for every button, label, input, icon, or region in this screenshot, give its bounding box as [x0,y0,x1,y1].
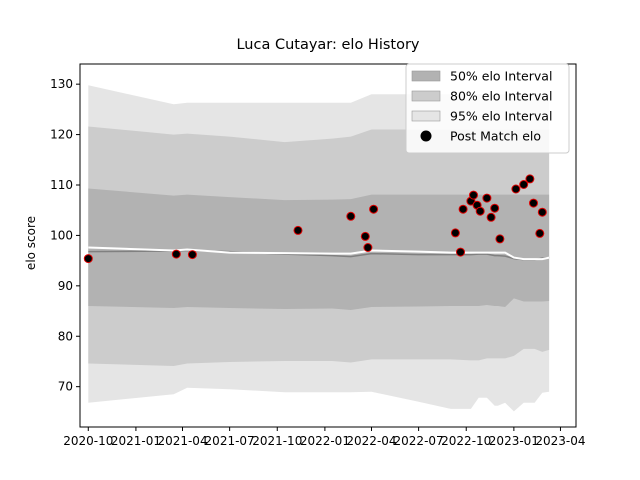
x-tick-label: 2021-10 [252,434,302,448]
legend-swatch-80 [411,90,441,102]
legend-label: Post Match elo [450,129,541,144]
data-point [187,250,197,260]
data-point [519,180,529,189]
data-point [482,193,492,203]
legend-label: 50% elo Interval [450,69,552,84]
data-point [535,228,545,238]
data-point [537,207,547,217]
data-point [450,228,460,238]
x-tick-label: 2022-04 [346,434,396,448]
data-point [525,174,535,184]
y-tick-label: 90 [58,279,73,293]
data-point [511,184,521,194]
y-tick-label: 70 [58,380,73,394]
data-point [346,211,356,221]
data-point [171,249,181,259]
chart-title: Luca Cutayar: elo History [236,37,419,53]
x-tick-label: 2021-07 [205,434,255,448]
y-tick-label: 80 [58,329,73,343]
y-tick-label: 100 [50,228,73,242]
axes-frame [79,63,577,428]
data-point [360,231,370,241]
x-tick-label: 2022-01 [300,434,350,448]
data-point [490,203,500,213]
data-point [293,225,303,235]
legend-swatch-50 [411,70,441,82]
data-point [495,234,505,244]
x-tick-label: 2023-04 [535,434,585,448]
legend: 50% elo Interval 80% elo Interval 95% elo … [405,63,570,154]
y-tick-label: 110 [50,178,73,192]
x-tick-label: 2022-10 [441,434,491,448]
legend-label: 95% elo Interval [450,109,552,124]
x-tick-label: 2020-10 [63,434,113,448]
data-point [486,212,496,222]
plot-area: 7080901001101201302020-102021-012021-042… [50,63,586,448]
y-tick-label: 120 [50,128,73,142]
data-point [458,204,468,214]
legend-box [405,63,570,154]
x-tick-label: 2021-01 [111,434,161,448]
legend-swatch-95 [411,110,441,122]
data-point [469,190,478,200]
band-50 [88,188,550,310]
x-tick-label: 2023-01 [489,434,539,448]
median-line [88,246,550,261]
data-point [456,247,465,257]
data-point [363,243,373,252]
legend-marker [420,130,432,142]
data-point [529,198,538,208]
x-tick-label: 2022-07 [394,434,444,448]
y-axis-label: elo score [24,216,38,270]
data-point [475,206,485,216]
data-point [83,254,93,264]
legend-label: 80% elo Interval [450,89,552,104]
data-point [369,204,379,214]
x-tick-label: 2021-04 [157,434,207,448]
y-tick-label: 130 [50,77,73,91]
